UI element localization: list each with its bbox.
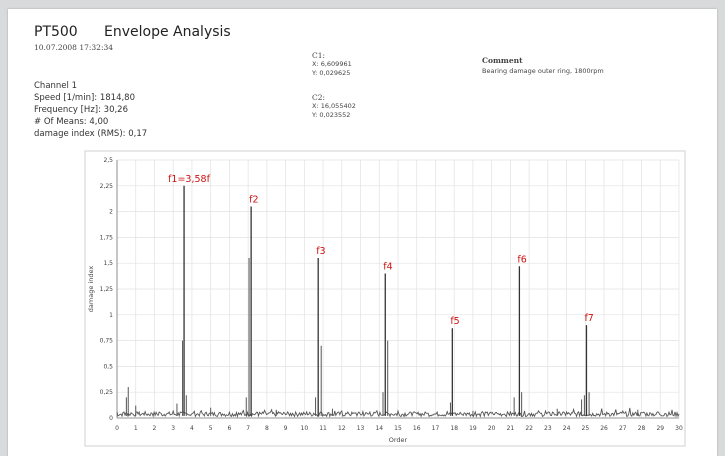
x-tick-label: 6 (227, 425, 231, 432)
x-tick-label: 7 (246, 425, 250, 432)
peak-label: f6 (517, 254, 526, 265)
x-tick-label: 25 (582, 425, 590, 432)
x-tick-label: 19 (469, 425, 477, 432)
y-tick-label: 1 (109, 312, 113, 319)
comment-text: Bearing damage outer ring, 1800rpm (482, 67, 604, 75)
peak-lines (125, 185, 639, 416)
x-tick-label: 2 (153, 425, 157, 432)
y-tick-label: 1,25 (100, 286, 114, 293)
peak-label: f7 (584, 313, 593, 324)
peak-label: f1=3,58f (168, 174, 211, 185)
frequency-value: Frequency [Hz]: 30,26 (34, 105, 128, 115)
y-tick-label: 0,5 (103, 363, 113, 370)
channel-label: Channel 1 (34, 81, 78, 91)
peak-label: f3 (316, 246, 325, 257)
chart-ticks: 0 1 2 3 4 5 6 7 8 9 10 11 12 13 14 15 16 17 18 19 20 21 22 23 24… (100, 157, 683, 432)
peak-label: f5 (450, 316, 459, 327)
x-tick-label: 15 (394, 425, 402, 432)
x-tick-label: 28 (638, 425, 646, 432)
device-name: PT500 (34, 24, 78, 40)
cursor2-label: C2: (312, 93, 326, 102)
damage-index-value: damage index (RMS): 0,17 (34, 129, 148, 139)
x-tick-label: 13 (357, 425, 365, 432)
x-tick-label: 18 (450, 425, 458, 432)
y-axis-label: damage index (87, 266, 95, 313)
cursor2-y: Y: 0,023552 (312, 111, 351, 119)
report-title: Envelope Analysis (104, 24, 231, 40)
speed-value: Speed [1/min]: 1814,80 (34, 93, 135, 103)
x-tick-label: 16 (413, 425, 421, 432)
x-tick-label: 3 (171, 425, 175, 432)
x-tick-label: 12 (338, 425, 346, 432)
cursor1-x: X: 6,609961 (312, 60, 352, 68)
x-tick-label: 8 (265, 425, 269, 432)
y-tick-label: 1,75 (100, 234, 114, 241)
x-tick-label: 4 (190, 425, 194, 432)
cursor2-x: X: 16,055402 (312, 102, 356, 110)
x-tick-label: 21 (507, 425, 515, 432)
y-tick-label: 2 (109, 209, 113, 216)
y-tick-label: 2,5 (103, 157, 113, 164)
x-tick-label: 0 (115, 425, 119, 432)
measurement-datetime: 10.07.2008 17:32:34 (34, 43, 114, 52)
x-tick-label: 11 (319, 425, 327, 432)
x-tick-label: 9 (284, 425, 288, 432)
peak-label: f2 (249, 194, 258, 205)
x-tick-label: 17 (432, 425, 440, 432)
cursor1-label: C1: (312, 51, 326, 60)
y-tick-label: 0,25 (100, 389, 114, 396)
peak-annotations: f1=3,58f f2 f3 f4 f5 f6 f7 (168, 174, 594, 327)
y-tick-label: 0 (109, 415, 113, 422)
y-tick-label: 2,25 (100, 183, 114, 190)
x-tick-label: 27 (619, 425, 627, 432)
x-tick-label: 14 (375, 425, 383, 432)
comment-label: Comment (482, 56, 523, 65)
chart-axes (116, 160, 679, 419)
x-tick-label: 5 (209, 425, 213, 432)
means-value: # Of Means: 4,00 (34, 117, 109, 127)
cursor1-y: Y: 0,029625 (312, 69, 351, 77)
y-tick-label: 1,5 (103, 260, 113, 267)
y-tick-label: 0,75 (100, 338, 114, 345)
x-tick-label: 1 (134, 425, 138, 432)
x-axis-label: Order (389, 436, 408, 444)
x-tick-label: 26 (600, 425, 608, 432)
x-tick-label: 20 (488, 425, 496, 432)
x-tick-label: 24 (563, 425, 571, 432)
x-tick-label: 22 (525, 425, 533, 432)
x-tick-label: 30 (675, 425, 683, 432)
peak-label: f4 (383, 262, 392, 273)
x-tick-label: 29 (656, 425, 664, 432)
x-tick-label: 10 (301, 425, 309, 432)
x-tick-label: 23 (544, 425, 552, 432)
